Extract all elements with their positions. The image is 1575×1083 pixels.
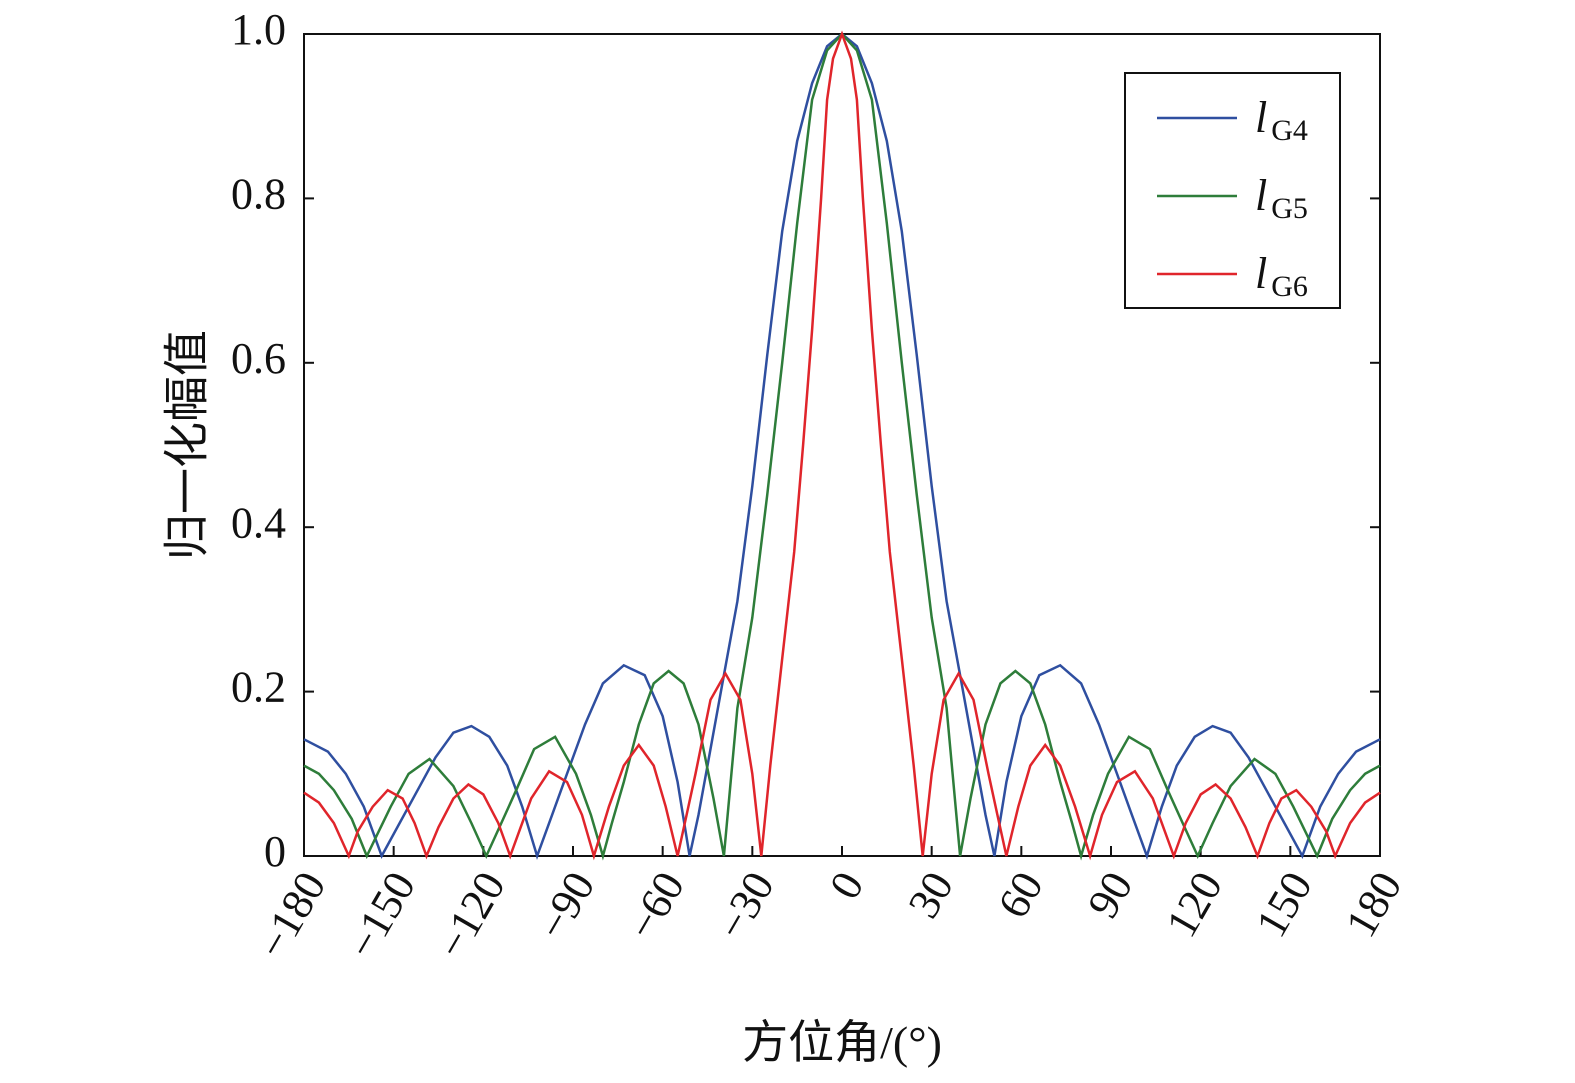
legend-label: l G6 — [1255, 249, 1308, 303]
legend-label: l G4 — [1255, 93, 1308, 147]
y-axis-title: 归一化幅值 — [162, 330, 213, 560]
x-tick-label: 120 — [1157, 864, 1232, 946]
x-tick-label: 0 — [820, 864, 873, 908]
series-line — [303, 30, 1381, 861]
y-tick-label: 0 — [264, 827, 286, 876]
y-tick-label: 1.0 — [231, 5, 286, 54]
y-tick-label: 0.4 — [231, 498, 286, 547]
x-tick-label: −120 — [427, 864, 515, 967]
x-tick-label: 150 — [1246, 864, 1321, 946]
x-tick-label: −60 — [617, 864, 694, 948]
y-tick-label: 0.2 — [231, 663, 286, 712]
x-tick-label: −90 — [528, 864, 605, 948]
x-tick-label: −30 — [707, 864, 784, 948]
x-tick-label: −180 — [248, 864, 336, 967]
x-tick-label: 90 — [1078, 864, 1142, 927]
x-tick-label: −150 — [337, 864, 425, 967]
y-tick-label: 0.6 — [231, 334, 286, 383]
x-tick-label: 60 — [988, 864, 1052, 927]
x-axis-title: 方位角/(°) — [742, 1017, 942, 1068]
legend-box — [1124, 72, 1341, 309]
y-tick-label: 0.8 — [231, 169, 286, 218]
x-tick-label: 180 — [1336, 864, 1411, 946]
x-tick-label: 30 — [899, 864, 963, 927]
legend-label: l G5 — [1255, 171, 1308, 225]
